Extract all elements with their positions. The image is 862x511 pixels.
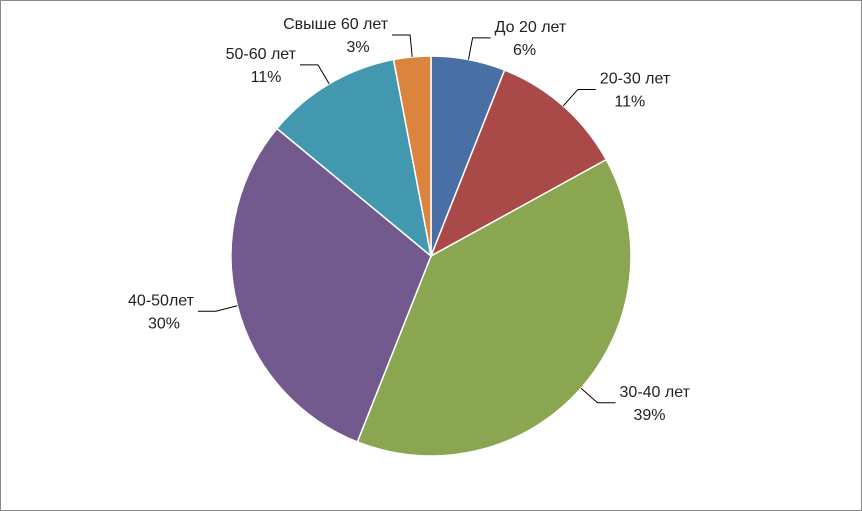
- leader-line: [197, 305, 238, 312]
- slice-value-label: 11%: [251, 69, 282, 86]
- leader-line: [562, 88, 596, 107]
- slice-label: 20-30 лет: [600, 71, 671, 88]
- slice-value-label: 30%: [148, 315, 180, 332]
- slice-label: 40-50лет: [128, 292, 195, 309]
- leader-line: [299, 64, 330, 85]
- slice-value-label: 6%: [513, 42, 536, 59]
- leader-line: [392, 34, 413, 57]
- slice-value-label: 3%: [347, 39, 370, 56]
- leader-line: [580, 387, 616, 404]
- pie-slice: [392, 55, 432, 257]
- slice-value-label: 11%: [614, 94, 645, 111]
- slice-value-label: 39%: [634, 407, 666, 424]
- slice-label: 50-60 лет: [226, 46, 297, 63]
- slice-label: До 20 лет: [495, 19, 567, 36]
- pie-slice: [356, 158, 632, 457]
- pie-slice: [429, 69, 608, 258]
- slice-label: Свыше 60 лет: [283, 16, 389, 33]
- leader-line: [467, 37, 491, 60]
- slice-label: 30-40 лет: [620, 384, 691, 401]
